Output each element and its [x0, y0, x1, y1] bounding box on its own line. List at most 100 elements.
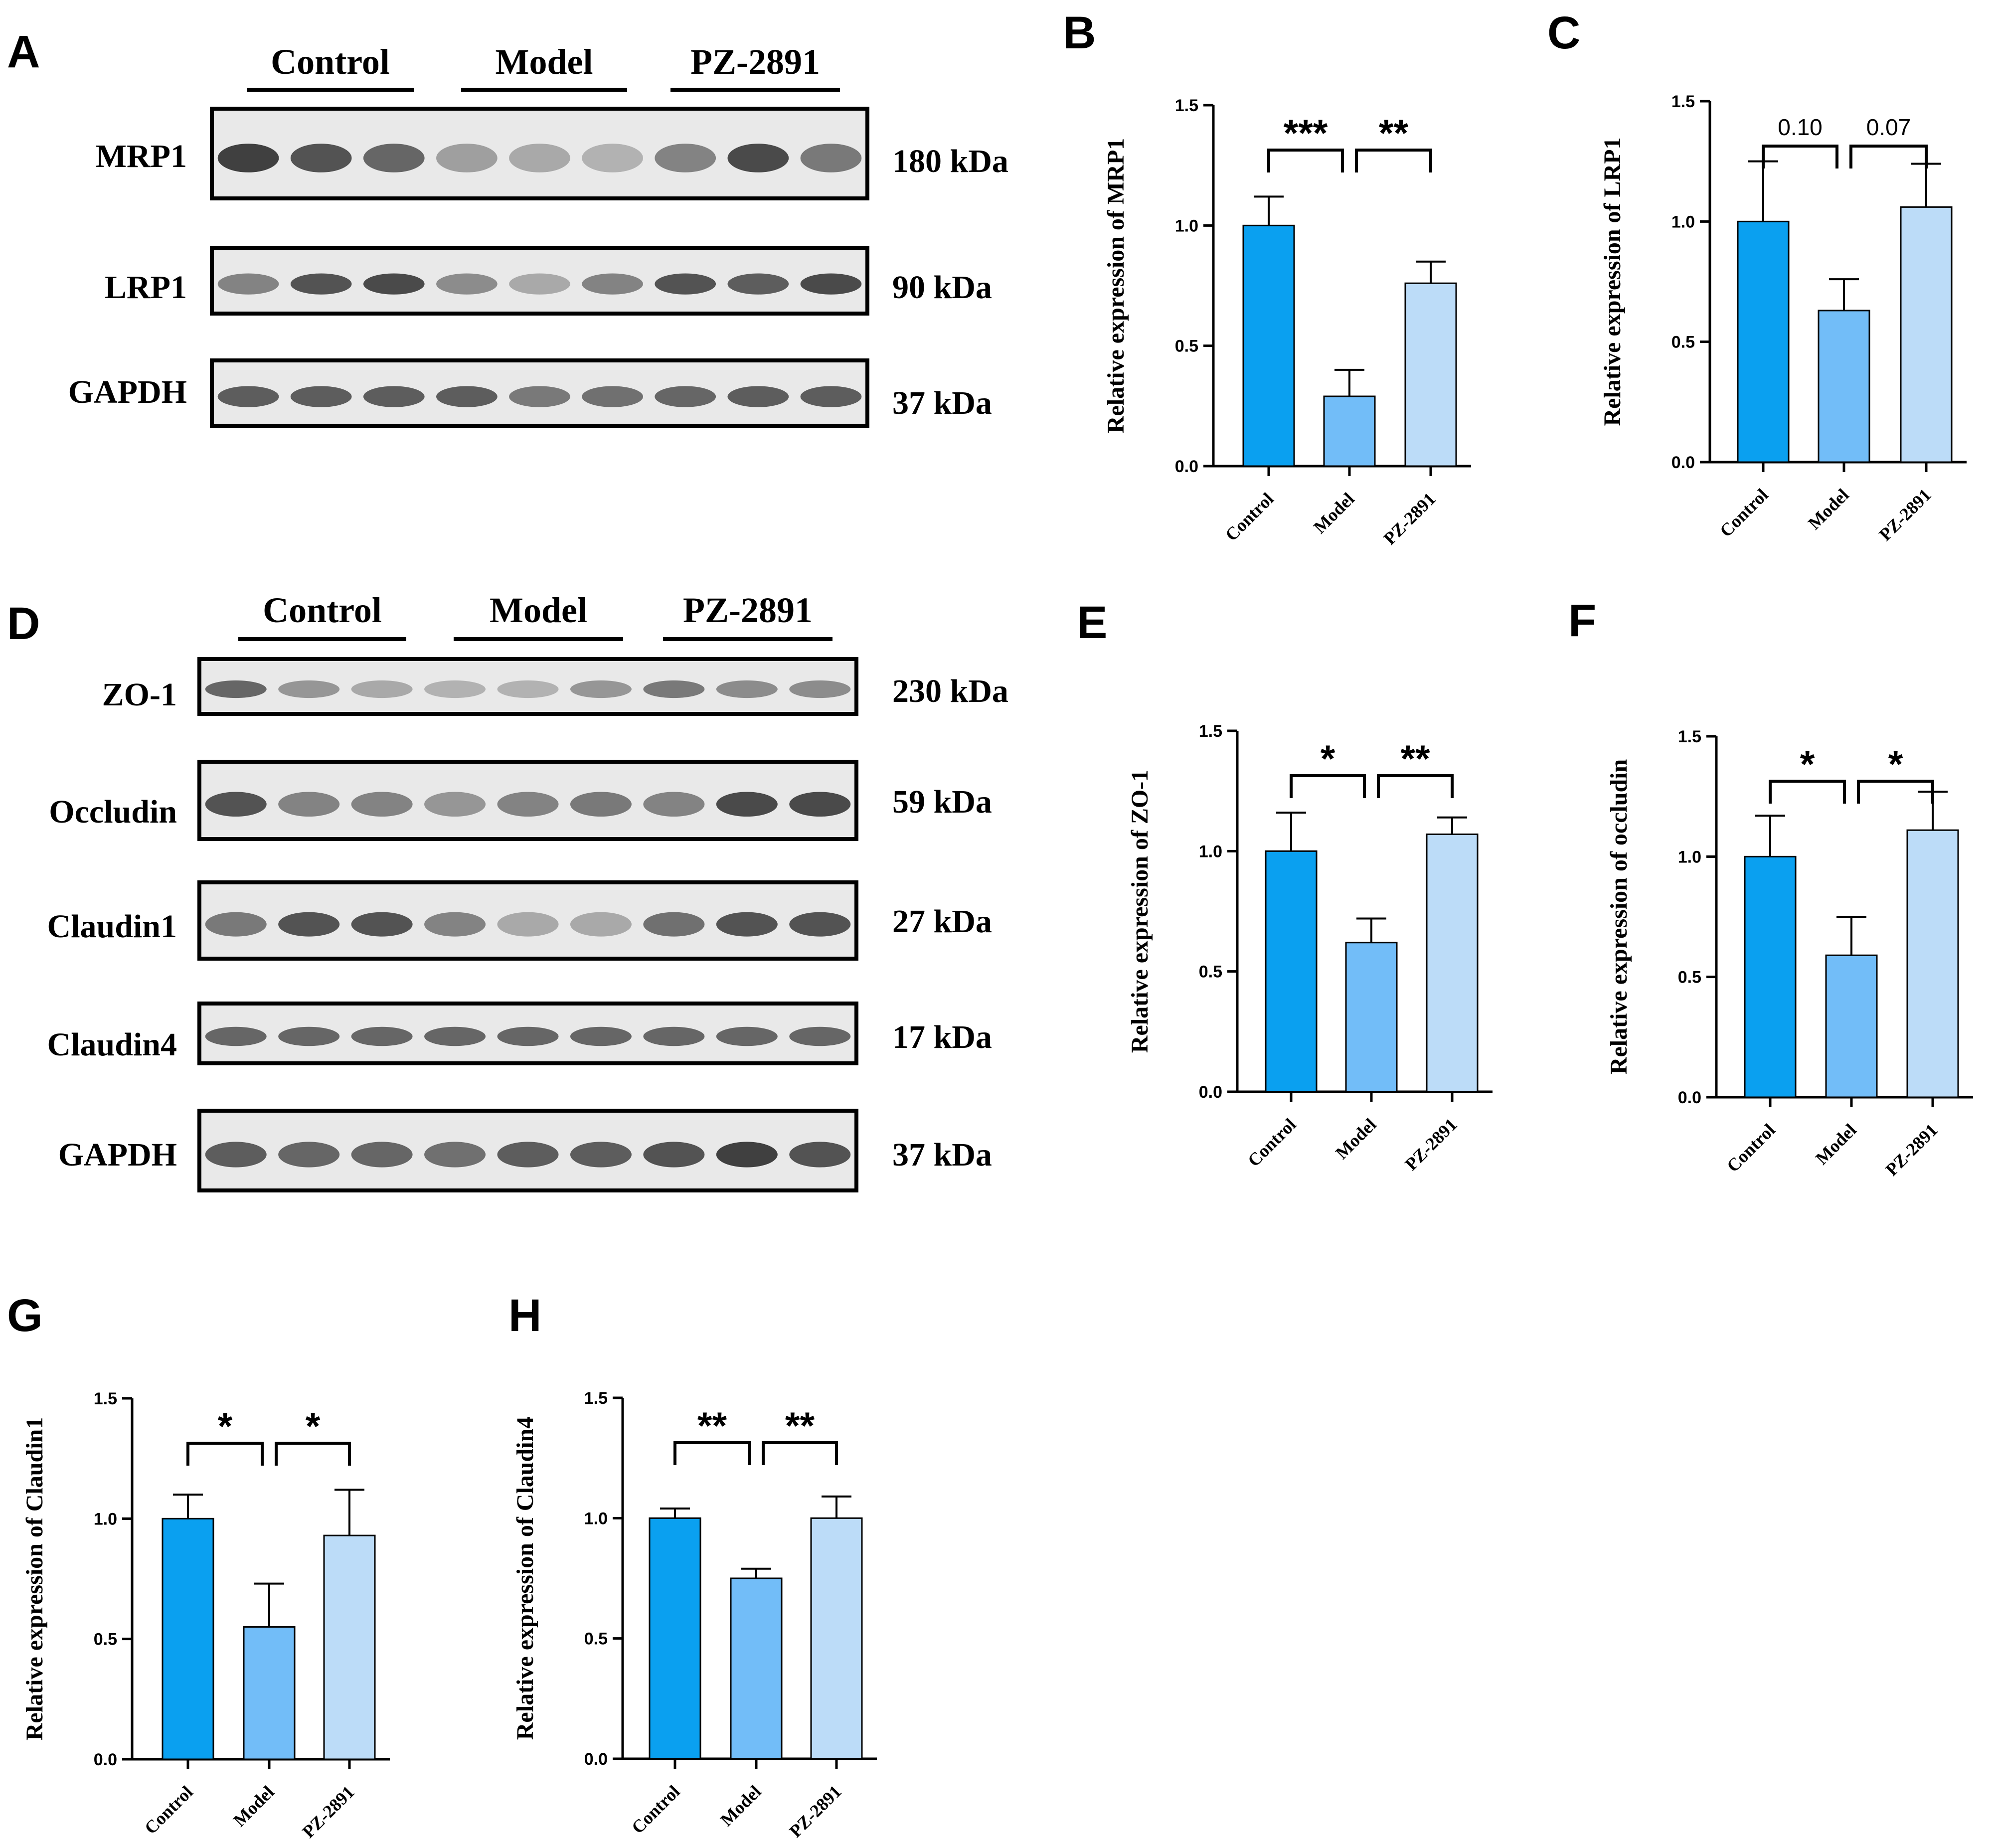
molecular-weight-label: 17 kDa: [892, 1019, 992, 1055]
blot-row: GAPDH 37 kDa: [68, 358, 992, 428]
x-tick-label: Control: [1716, 485, 1772, 541]
chart-f: F Relative expression of occludin 0.0 0.5 1.…: [1568, 595, 1973, 1180]
blot-band: [363, 144, 425, 172]
x-tick-label: PZ-2891: [1401, 1114, 1461, 1174]
y-tick-label: 1.5: [1199, 722, 1222, 741]
bar-control: [1265, 850, 1318, 1093]
significance-stars: *: [1888, 743, 1903, 786]
y-tick-label: 0.0: [94, 1750, 117, 1769]
y-tick-label: 1.0: [1671, 212, 1695, 231]
bar-control: [1737, 220, 1790, 463]
significance-stars: **: [1400, 738, 1430, 780]
significance-bracket: [1849, 145, 1928, 168]
blot-band: [570, 792, 632, 817]
blot-row: GAPDH 37 kDa: [58, 1109, 992, 1192]
panel-label: E: [1077, 597, 1107, 648]
blot-band: [789, 1142, 851, 1168]
protein-label: Claudin1: [47, 908, 177, 945]
bar-control: [1744, 855, 1797, 1098]
bar-model: [1345, 942, 1398, 1093]
blot-band: [655, 386, 716, 407]
significance-bracket: [1290, 774, 1366, 798]
blot-band: [643, 912, 705, 937]
blot-panel-d: D Control Model PZ-2891 ZO-1 230 kDa Occludin 5…: [7, 590, 1008, 1192]
molecular-weight-label: 180 kDa: [892, 143, 1008, 179]
x-tick-label: Model: [716, 1781, 765, 1830]
blot-row: Claudin4 17 kDa: [47, 1002, 992, 1065]
significance-bracket: [673, 1441, 751, 1465]
x-tick-label: Model: [1331, 1114, 1380, 1163]
blot-band: [436, 273, 498, 295]
group-label: Model: [490, 590, 587, 630]
blot-band: [424, 912, 486, 937]
blot-panel-a: A Control Model PZ-2891 MRP1 180 kDa LRP1 90 kD…: [7, 26, 1008, 428]
y-tick-label: 0.5: [1671, 333, 1695, 352]
blot-band: [655, 144, 716, 172]
blot-band: [424, 792, 486, 817]
blot-band: [509, 144, 570, 172]
panel-label: H: [508, 1290, 541, 1341]
x-tick-label: Model: [229, 1782, 278, 1831]
y-axis-label: Relative expression of Claudin1: [21, 1417, 48, 1740]
blot-band: [351, 680, 413, 698]
x-tick-label: Model: [1804, 485, 1853, 533]
molecular-weight-label: 59 kDa: [892, 784, 992, 820]
y-tick-label: 0.5: [1175, 337, 1198, 356]
significance-stars: *: [1321, 738, 1335, 780]
molecular-weight-label: 37 kDa: [892, 1137, 992, 1173]
group-label: Control: [263, 590, 382, 630]
protein-label: LRP1: [105, 269, 187, 306]
blot-row: Claudin1 27 kDa: [47, 880, 992, 961]
blot-band: [643, 1142, 705, 1168]
bar-model: [1323, 395, 1376, 467]
p-value-label: 0.07: [1866, 114, 1911, 140]
x-tick-label: Control: [628, 1781, 684, 1838]
x-tick-label: Model: [1812, 1120, 1860, 1169]
bar-model: [243, 1626, 296, 1760]
blot-band: [789, 1026, 851, 1046]
y-axis-label: Relative expression of Claudin4: [512, 1417, 538, 1740]
chart-g: G Relative expression of Claudin1 0.0 0.5 1.…: [7, 1290, 390, 1842]
significance-stars: **: [785, 1405, 815, 1447]
protein-label: MRP1: [96, 138, 187, 174]
blot-band: [716, 1142, 778, 1168]
blot-band: [205, 1026, 267, 1046]
significance-bracket: [1267, 149, 1344, 172]
y-axis-label: Relative expression of occludin: [1606, 759, 1632, 1074]
blot-band: [643, 680, 705, 698]
blot-band: [217, 144, 279, 172]
blot-band: [424, 680, 486, 698]
blot-band: [278, 680, 340, 698]
blot-band: [716, 680, 778, 698]
blot-band: [290, 386, 352, 407]
panel-label: G: [7, 1290, 43, 1341]
blot-band: [351, 1142, 413, 1168]
molecular-weight-label: 90 kDa: [892, 269, 992, 306]
blot-band: [497, 1142, 559, 1168]
blot-row: Occludin 59 kDa: [49, 760, 992, 841]
blot-band: [716, 1026, 778, 1046]
bar-pz-2891: [1900, 206, 1953, 463]
blot-band: [424, 1142, 486, 1168]
significance-bracket: [1355, 149, 1432, 172]
panel-label: B: [1063, 7, 1096, 58]
significance-bracket: [1857, 780, 1934, 804]
y-axis-label: Relative expression of LRP1: [1599, 137, 1626, 426]
molecular-weight-label: 27 kDa: [892, 903, 992, 940]
molecular-weight-label: 37 kDa: [892, 385, 992, 421]
panel-label: D: [7, 598, 40, 649]
blot-band: [509, 386, 570, 407]
blot-row: MRP1 180 kDa: [96, 107, 1008, 200]
group-label: PZ-2891: [690, 42, 820, 82]
y-tick-label: 1.5: [1175, 96, 1198, 115]
panel-label: C: [1547, 7, 1580, 58]
blot-band: [497, 680, 559, 698]
blot-band: [497, 1026, 559, 1046]
blot-band: [363, 273, 425, 295]
blot-band: [582, 144, 643, 172]
bar-pz-2891: [323, 1534, 376, 1760]
chart-b: B Relative expression of MRP1 0.0 0.5 1.0 1.5…: [1063, 7, 1471, 549]
significance-bracket: [275, 1442, 351, 1466]
significance-bracket: [1377, 774, 1454, 798]
x-tick-label: Control: [1244, 1114, 1300, 1171]
